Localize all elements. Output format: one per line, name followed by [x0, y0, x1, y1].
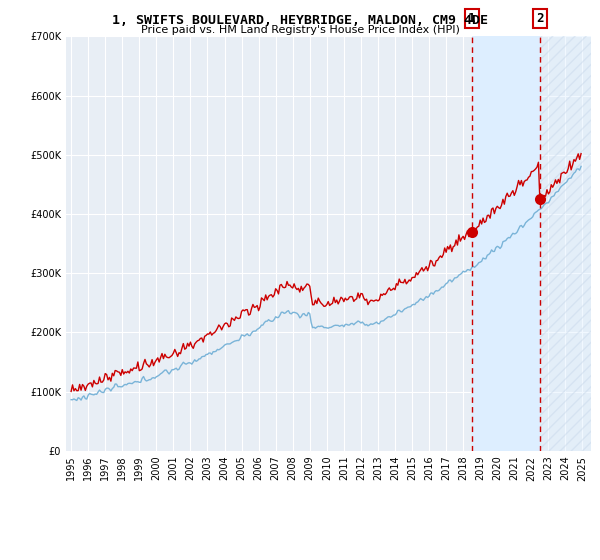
Text: 1: 1 — [468, 12, 475, 25]
Text: 1, SWIFTS BOULEVARD, HEYBRIDGE, MALDON, CM9 4DE: 1, SWIFTS BOULEVARD, HEYBRIDGE, MALDON, … — [112, 14, 488, 27]
Text: Price paid vs. HM Land Registry's House Price Index (HPI): Price paid vs. HM Land Registry's House … — [140, 25, 460, 35]
Bar — [540, 36, 591, 451]
Bar — [472, 36, 540, 451]
Bar — [540, 36, 591, 451]
Bar — [540, 36, 591, 451]
Text: 2: 2 — [536, 12, 544, 25]
